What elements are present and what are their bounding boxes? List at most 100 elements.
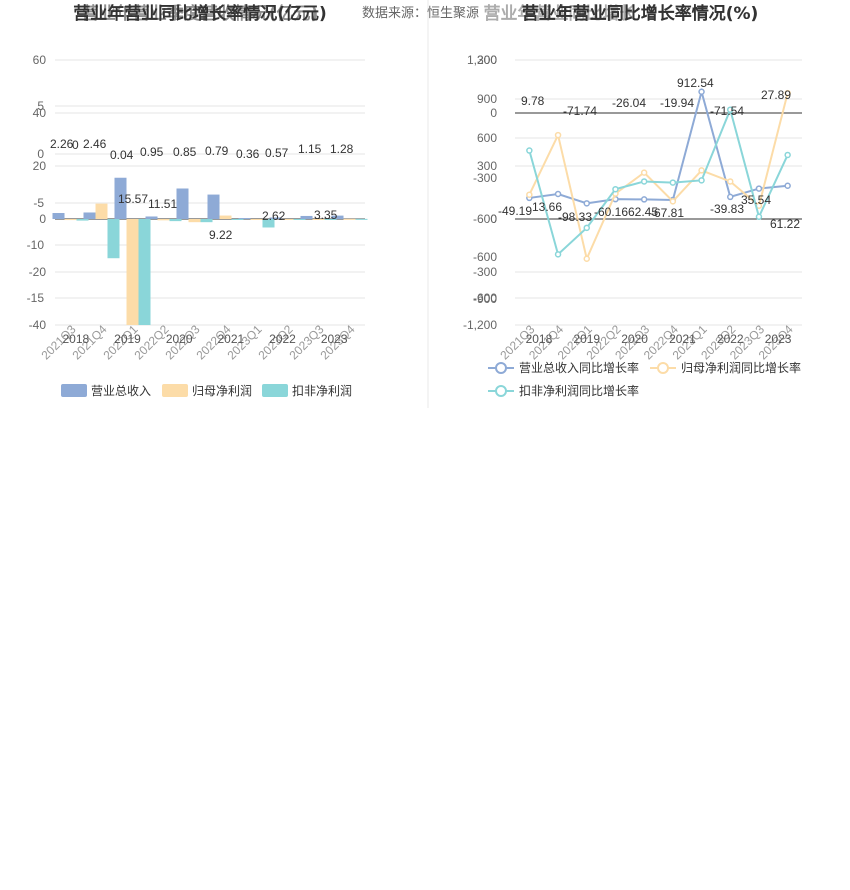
line-data-label: -60.16 xyxy=(594,205,628,219)
line-data-label: 62.45 xyxy=(628,205,658,219)
year-label: 2020 xyxy=(166,332,193,346)
line-data-label: -71.74 xyxy=(563,104,597,118)
bar-1-2022Q4 xyxy=(219,215,232,219)
growth-point-0-2022Q3 xyxy=(640,196,648,203)
growth-point-1-2022Q3 xyxy=(640,169,648,176)
bar-2-2022Q1 xyxy=(138,219,151,325)
year-label: 2019 xyxy=(573,332,600,346)
y-overlay-tick-label: 300 xyxy=(477,53,497,67)
bar-data-label: 2.26 xyxy=(50,137,74,151)
bar-0-2022Q4 xyxy=(207,194,220,219)
growth-point-2-2023Q4 xyxy=(784,151,791,159)
growth-point-2-2021Q3 xyxy=(526,147,533,154)
year-label: 2021 xyxy=(669,332,696,346)
bar-2-2023Q4 xyxy=(355,218,368,220)
growth-point-2-2022Q3 xyxy=(640,178,648,185)
legend-deducted-growth-marker xyxy=(495,385,507,397)
y-tick-label: -40 xyxy=(29,318,47,332)
y-overlay-tick-label: -900 xyxy=(473,292,497,306)
bar-data-label: 3.35 xyxy=(314,208,338,222)
source-label: 数据来源：恒生聚源 xyxy=(362,5,479,20)
year-label: 2022 xyxy=(717,332,744,346)
bar-1-2022Q2 xyxy=(157,219,170,221)
y-tick-label: 600 xyxy=(477,131,497,145)
bar-1-2023Q3 xyxy=(312,219,325,220)
bar-data-label: 0.79 xyxy=(205,144,229,158)
bar-2-2023Q2 xyxy=(293,219,306,220)
right-line-plot: 1,2009006003000-300-600-1,2003000-300-60… xyxy=(463,53,802,362)
line-data-label: 35.54 xyxy=(741,193,771,207)
growth-point-1-2022Q1 xyxy=(583,255,590,262)
year-label: 2023 xyxy=(765,332,792,346)
bar-0-2021Q4 xyxy=(83,212,96,219)
y-tick-label: 60 xyxy=(33,53,47,67)
right-chart-overlay-title: 营业年营业同比增长率情况(%) xyxy=(522,3,759,24)
left-legend: 营业总收入 归母净利润 扣非净利润 xyxy=(61,384,352,398)
legend-deducted-growth-label: 扣非净利润同比增长率 xyxy=(519,383,639,398)
bar-1-2021Q4 xyxy=(95,203,108,219)
source-name: 恒生聚源 xyxy=(427,5,479,20)
line-data-label: -39.83 xyxy=(710,202,744,216)
growth-point-0-2023Q2 xyxy=(727,193,734,201)
right-legend: 营业总收入同比增长率 归母净利润同比增长率 扣非净利润同比增长率 xyxy=(488,360,801,398)
legend-revenue[interactable]: 营业总收入 xyxy=(61,384,151,398)
y-tick-label: -20 xyxy=(29,265,47,279)
legend-net-profit-growth[interactable]: 归母净利润同比增长率 xyxy=(650,360,801,375)
growth-line-2 xyxy=(528,106,789,257)
y-overlay-tick-label: -15 xyxy=(27,291,45,305)
source-prefix: 数据来源： xyxy=(362,5,427,20)
year-label: 2019 xyxy=(114,332,141,346)
y-tick-label: -1,200 xyxy=(463,318,497,332)
legend-revenue-growth-marker xyxy=(495,362,507,374)
legend-net-profit-label: 归母净利润 xyxy=(192,384,252,398)
legend-deducted-label: 扣非净利润 xyxy=(292,384,352,398)
bar-0-2021Q3 xyxy=(52,213,65,219)
y-overlay-tick-label: -10 xyxy=(27,238,45,252)
legend-revenue-label: 营业总收入 xyxy=(91,384,151,398)
bar-1-2022Q1 xyxy=(126,219,139,325)
growth-point-0-2021Q4 xyxy=(554,190,562,198)
bar-0-2023Q2 xyxy=(269,217,282,219)
bar-data-label: 0.57 xyxy=(265,146,289,160)
legend-deducted[interactable]: 扣非净利润 xyxy=(262,384,352,398)
growth-point-0-2022Q1 xyxy=(583,200,590,207)
left-chart-title: 营业年营业同比增长率情况(亿元) xyxy=(73,3,327,24)
left-bar-plot: 6040200-20-4050-5-10-152021Q32021Q42022Q… xyxy=(27,53,368,362)
bar-data-label: 0.36 xyxy=(236,147,260,161)
growth-point-0-2023Q3 xyxy=(755,185,763,192)
legend-revenue-swatch xyxy=(61,384,87,397)
y-overlay-tick-label: 0 xyxy=(37,147,44,161)
bar-1-2023Q1 xyxy=(250,219,263,220)
legend-net-profit-growth-marker xyxy=(657,362,669,374)
growth-point-1-2023Q2 xyxy=(727,178,734,185)
line-data-label: -26.04 xyxy=(612,96,646,110)
legend-net-profit[interactable]: 归母净利润 xyxy=(162,384,252,398)
bar-0-2022Q1 xyxy=(114,177,127,219)
y-tick-label: 300 xyxy=(477,159,497,173)
growth-point-0-2023Q4 xyxy=(784,182,791,189)
legend-deducted-growth[interactable]: 扣非净利润同比增长率 xyxy=(488,383,639,398)
y-tick-label: 20 xyxy=(33,159,47,173)
growth-point-1-2021Q3 xyxy=(526,191,533,198)
line-data-label: 9.78 xyxy=(521,94,545,108)
line-data-label: -71.54 xyxy=(710,104,744,118)
bar-data-label: 1.15 xyxy=(298,142,322,156)
bar-2-2023Q3 xyxy=(324,219,337,220)
y-tick-label: 0 xyxy=(39,212,46,226)
legend-revenue-growth[interactable]: 营业总收入同比增长率 xyxy=(488,360,639,375)
y-tick-label: 40 xyxy=(33,106,47,120)
growth-point-2-2022Q1 xyxy=(583,224,590,232)
y-overlay-tick-label: -600 xyxy=(473,250,497,264)
year-label: 2018 xyxy=(526,332,553,346)
bar-1-2021Q3 xyxy=(64,219,77,221)
year-label: 2018 xyxy=(62,332,89,346)
line-data-label: -49.19 xyxy=(498,204,532,218)
y-overlay-tick-label: -5 xyxy=(33,196,44,210)
bar-1-2022Q3 xyxy=(188,219,201,223)
bar-0-2023Q1 xyxy=(238,218,251,220)
y-overlay-tick-label: -600 xyxy=(473,212,497,226)
growth-point-1-2021Q4 xyxy=(554,131,562,139)
line-data-label: -19.94 xyxy=(660,96,694,110)
bar-2-2022Q2 xyxy=(169,219,182,222)
y-overlay-tick-label: 5 xyxy=(37,99,44,113)
